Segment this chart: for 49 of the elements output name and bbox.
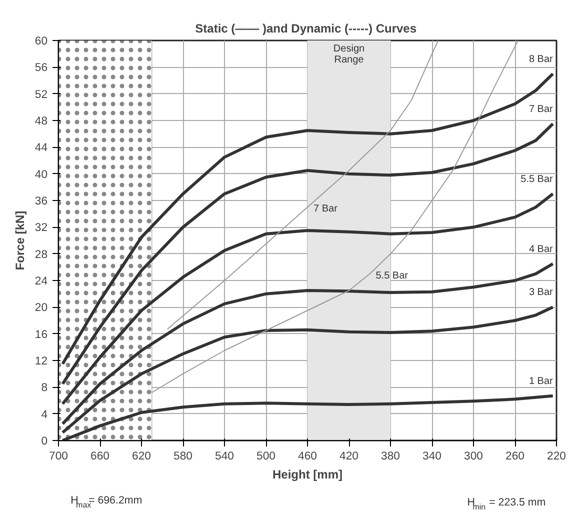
line-series — [61, 394, 554, 440]
y-tick-label: 44 — [34, 142, 48, 154]
y-tick-label: 28 — [34, 248, 48, 261]
y-tick-label: 52 — [34, 88, 48, 101]
x-tick-label: 700 — [49, 450, 68, 462]
line-series — [61, 122, 554, 386]
y-tick-label: 20 — [34, 302, 48, 314]
x-axis-title: Height [mm] — [272, 468, 342, 482]
x-tick-label: 220 — [547, 450, 566, 462]
line-series — [61, 262, 554, 426]
series-label: 7 Bar — [314, 204, 338, 215]
y-tick-label: 4 — [41, 408, 48, 421]
series-label: 4 Bar — [528, 244, 554, 255]
line-series — [61, 192, 554, 406]
y-tick-label: 32 — [34, 222, 48, 234]
y-tick-label: 16 — [34, 328, 48, 341]
series-label: 7 Bar — [528, 104, 554, 115]
x-tick-label: 620 — [132, 450, 151, 462]
y-tick-label: 8 — [41, 382, 48, 394]
y-tick-label: 60 — [34, 36, 48, 48]
y-tick-label: 40 — [34, 168, 48, 181]
x-tick-label: 300 — [464, 450, 483, 462]
x-tick-label: 660 — [90, 450, 110, 462]
y-tick-label: 48 — [34, 116, 48, 128]
band-label: Design Range — [333, 44, 365, 66]
series-label: 8 Bar — [528, 54, 554, 65]
series-label: 1 Bar — [528, 376, 554, 387]
line-series — [61, 306, 554, 434]
x-tick-label: 420 — [340, 450, 358, 462]
series-label: 5.5 Bar — [376, 270, 409, 282]
line-series — [151, 40, 519, 393]
y-tick-label: 24 — [34, 276, 48, 288]
y-tick-label: 0 — [41, 436, 48, 448]
x-tick-label: 460 — [298, 450, 317, 462]
x-tick-label: 380 — [381, 450, 400, 462]
x-tick-label: 540 — [215, 450, 234, 462]
series-label: 3 Bar — [528, 287, 554, 298]
series-label: 5.5 Bar — [520, 174, 554, 185]
x-tick-label: 580 — [174, 450, 192, 462]
line-series — [166, 40, 439, 330]
x-tick-label: 260 — [506, 450, 524, 462]
x-tick-label: 500 — [256, 450, 276, 462]
chart-title: Static (—— )and Dynamic (-----) Curves — [195, 22, 417, 36]
y-axis-title: Force [kN] — [12, 210, 27, 270]
y-tick-label: 12 — [34, 356, 48, 368]
y-tick-label: 56 — [34, 62, 48, 74]
x-tick-label: 340 — [422, 450, 442, 462]
line-series — [61, 72, 554, 366]
y-tick-label: 36 — [34, 196, 48, 208]
